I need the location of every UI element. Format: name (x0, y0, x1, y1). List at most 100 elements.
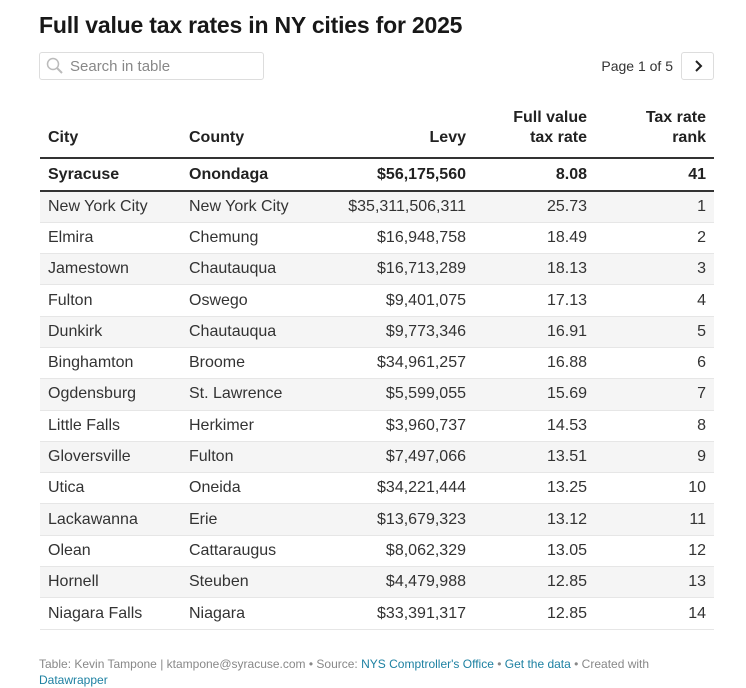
cell-county: Oneida (181, 472, 322, 505)
table-row: Niagara Falls Niagara $33,391,317 12.85 14 (40, 597, 714, 630)
cell-levy: $9,773,346 (322, 316, 474, 348)
header-row: City County Levy Full value tax rate Tax… (40, 108, 714, 159)
cell-rank: 8 (595, 410, 714, 442)
cell-tax-rate: 16.91 (474, 316, 595, 348)
cell-levy: $3,960,737 (322, 410, 474, 442)
cell-rank: 11 (595, 503, 714, 536)
cell-levy: $7,497,066 (322, 441, 474, 474)
cell-county: Erie (181, 503, 322, 536)
cell-tax-rate: 12.85 (474, 597, 595, 630)
cell-city: Little Falls (40, 410, 181, 442)
cell-rank: 12 (595, 535, 714, 568)
table-row: Little Falls Herkimer $3,960,737 14.53 8 (40, 410, 714, 442)
cell-county: Onondaga (181, 158, 322, 192)
cell-city: New York City (40, 191, 181, 223)
cell-county: Fulton (181, 441, 322, 474)
table-row: Binghamton Broome $34,961,257 16.88 6 (40, 347, 714, 380)
cell-city: Binghamton (40, 347, 181, 380)
cell-tax-rate: 12.85 (474, 566, 595, 599)
table-row: Hornell Steuben $4,479,988 12.85 13 (40, 566, 714, 599)
cell-rank: 1 (595, 191, 714, 223)
cell-levy: $8,062,329 (322, 535, 474, 568)
search-input[interactable] (70, 57, 250, 75)
cell-county: St. Lawrence (181, 378, 322, 411)
cell-rank: 41 (595, 158, 714, 192)
next-page-button[interactable] (681, 52, 714, 80)
cell-levy: $16,713,289 (322, 253, 474, 286)
cell-rank: 4 (595, 284, 714, 317)
cell-rank: 7 (595, 378, 714, 411)
cell-city: Hornell (40, 566, 181, 599)
cell-city: Lackawanna (40, 503, 181, 536)
table-row: Fulton Oswego $9,401,075 17.13 4 (40, 284, 714, 317)
table-row: Elmira Chemung $16,948,758 18.49 2 (40, 222, 714, 255)
cell-tax-rate: 8.08 (474, 158, 595, 192)
pagination: Page 1 of 5 (601, 52, 714, 80)
table-row: Utica Oneida $34,221,444 13.25 10 (40, 472, 714, 505)
table-row: Olean Cattaraugus $8,062,329 13.05 12 (40, 535, 714, 568)
cell-tax-rate: 16.88 (474, 347, 595, 380)
cell-tax-rate: 18.13 (474, 253, 595, 286)
cell-city: Dunkirk (40, 316, 181, 348)
cell-levy: $56,175,560 (322, 158, 474, 192)
cell-tax-rate: 13.12 (474, 503, 595, 536)
chevron-right-icon (694, 60, 702, 72)
get-data-link[interactable]: Get the data (504, 657, 571, 671)
separator: • (493, 657, 505, 671)
cell-rank: 10 (595, 472, 714, 505)
cell-county: Herkimer (181, 410, 322, 442)
table-row: New York City New York City $35,311,506,31… (40, 191, 714, 223)
footer: Table: Kevin Tampone | ktampone@syracuse… (39, 656, 699, 688)
column-header-county[interactable]: County (181, 108, 322, 159)
column-header-rank[interactable]: Tax rate rank (595, 108, 714, 159)
cell-tax-rate: 14.53 (474, 410, 595, 442)
cell-levy: $13,679,323 (322, 503, 474, 536)
cell-county: New York City (181, 191, 322, 223)
cell-rank: 13 (595, 566, 714, 599)
search-box[interactable] (39, 52, 264, 80)
column-header-city[interactable]: City (40, 108, 181, 159)
table-row: Dunkirk Chautauqua $9,773,346 16.91 5 (40, 316, 714, 348)
cell-levy: $9,401,075 (322, 284, 474, 317)
created-with-text: • Created with (570, 657, 650, 671)
table-row: Lackawanna Erie $13,679,323 13.12 11 (40, 503, 714, 536)
datawrapper-link[interactable]: Datawrapper (39, 673, 108, 687)
cell-city: Syracuse (40, 158, 181, 192)
cell-county: Cattaraugus (181, 535, 322, 568)
cell-county: Oswego (181, 284, 322, 317)
highlighted-row: Syracuse Onondaga $56,175,560 8.08 41 (40, 158, 714, 192)
table-row: Jamestown Chautauqua $16,713,289 18.13 3 (40, 253, 714, 286)
footer-credit: Table: Kevin Tampone | ktampone@syracuse… (39, 657, 362, 671)
cell-levy: $5,599,055 (322, 378, 474, 411)
cell-county: Chautauqua (181, 253, 322, 286)
cell-tax-rate: 13.05 (474, 535, 595, 568)
cell-city: Utica (40, 472, 181, 505)
cell-levy: $34,961,257 (322, 347, 474, 380)
cell-levy: $4,479,988 (322, 566, 474, 599)
page-title: Full value tax rates in NY cities for 20… (39, 12, 463, 38)
cell-levy: $35,311,506,311 (322, 191, 474, 223)
column-header-levy[interactable]: Levy (322, 108, 474, 159)
cell-rank: 3 (595, 253, 714, 286)
cell-county: Chautauqua (181, 316, 322, 348)
cell-county: Chemung (181, 222, 322, 255)
table-row: Ogdensburg St. Lawrence $5,599,055 15.69 7 (40, 378, 714, 411)
cell-tax-rate: 13.25 (474, 472, 595, 505)
page-indicator: Page 1 of 5 (601, 58, 673, 74)
cell-rank: 2 (595, 222, 714, 255)
cell-tax-rate: 17.13 (474, 284, 595, 317)
cell-tax-rate: 18.49 (474, 222, 595, 255)
source-link[interactable]: NYS Comptroller's Office (361, 657, 494, 671)
cell-tax-rate: 15.69 (474, 378, 595, 411)
cell-city: Ogdensburg (40, 378, 181, 411)
cell-rank: 5 (595, 316, 714, 348)
cell-city: Gloversville (40, 441, 181, 474)
cell-county: Niagara (181, 597, 322, 630)
column-header-tax-rate[interactable]: Full value tax rate (474, 108, 595, 159)
cell-levy: $34,221,444 (322, 472, 474, 505)
cell-city: Jamestown (40, 253, 181, 286)
cell-rank: 9 (595, 441, 714, 474)
table-row: Gloversville Fulton $7,497,066 13.51 9 (40, 441, 714, 474)
cell-tax-rate: 25.73 (474, 191, 595, 223)
cell-county: Broome (181, 347, 322, 380)
